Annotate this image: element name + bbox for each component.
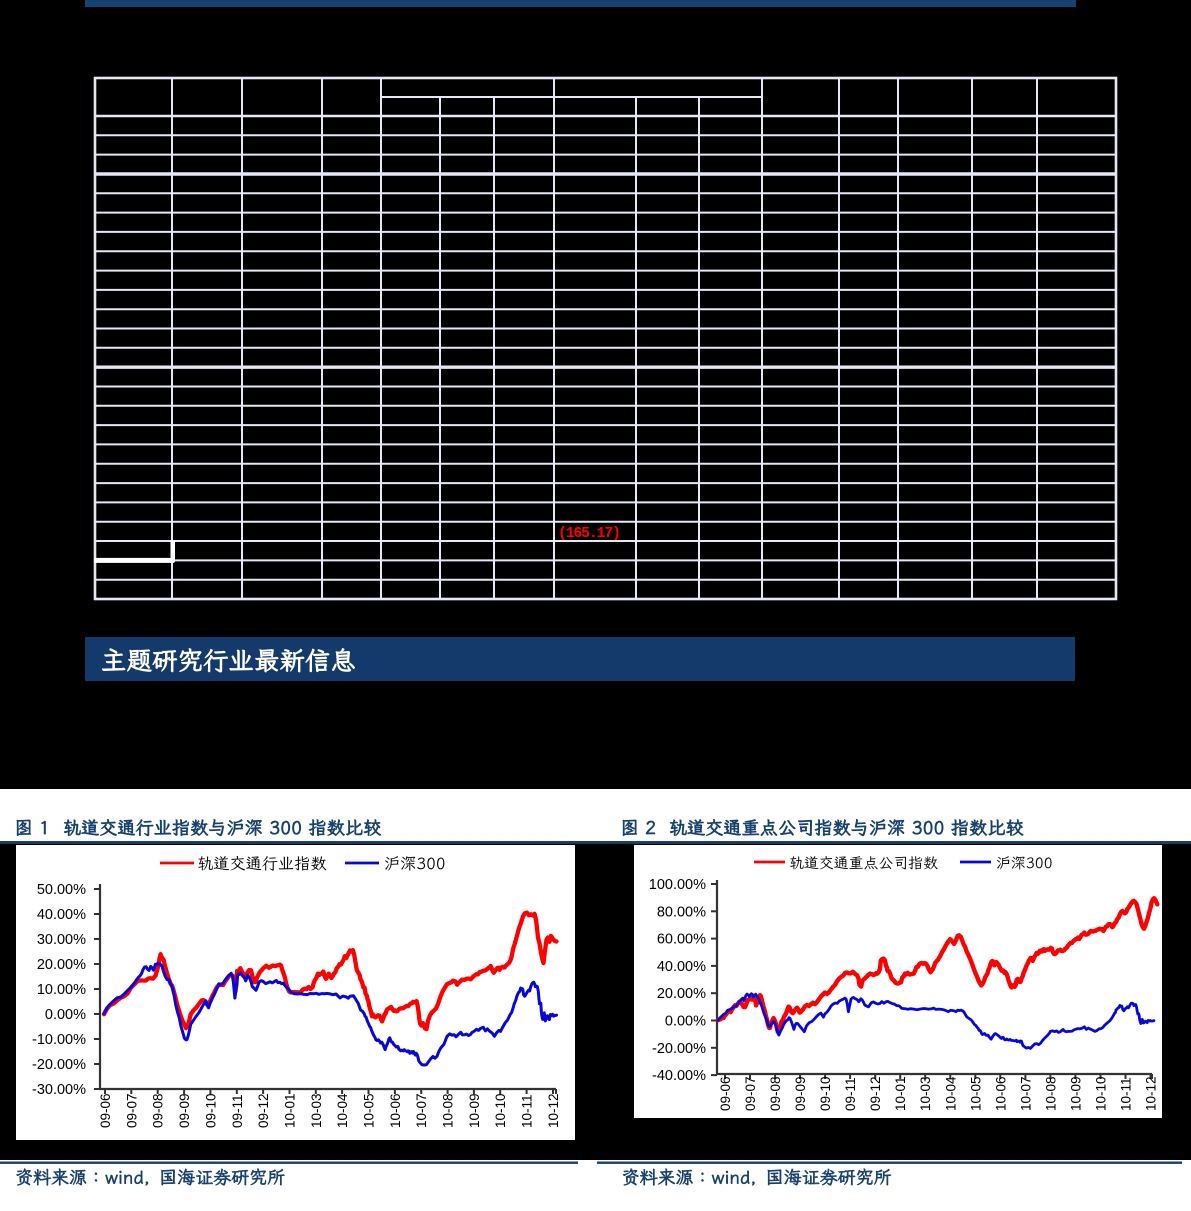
svg-text:09-10: 09-10	[818, 1076, 833, 1111]
svg-text:-40.00%: -40.00%	[652, 1068, 706, 1084]
svg-text:50.00%: 50.00%	[37, 882, 86, 898]
svg-text:10-03: 10-03	[309, 1093, 324, 1128]
svg-text:09-11: 09-11	[843, 1077, 858, 1111]
svg-text:10.00%: 10.00%	[37, 982, 86, 998]
svg-text:10-05: 10-05	[968, 1076, 983, 1111]
svg-text:10-09: 10-09	[467, 1093, 482, 1128]
svg-text:09-09: 09-09	[793, 1076, 808, 1111]
svg-text:20.00%: 20.00%	[657, 986, 706, 1002]
svg-text:09-07: 09-07	[124, 1093, 139, 1128]
svg-text:-20.00%: -20.00%	[652, 1041, 706, 1057]
svg-text:20.00%: 20.00%	[37, 957, 86, 973]
svg-text:10-12: 10-12	[1144, 1076, 1159, 1111]
svg-text:(165.17): (165.17)	[558, 525, 621, 542]
svg-text:10-12: 10-12	[546, 1093, 561, 1128]
svg-text:10-03: 10-03	[918, 1076, 933, 1111]
svg-text:10-11: 10-11	[520, 1094, 535, 1128]
svg-text:10-06: 10-06	[388, 1093, 403, 1128]
svg-text:09-12: 09-12	[868, 1076, 883, 1111]
svg-text:-30.00%: -30.00%	[32, 1082, 86, 1098]
svg-text:09-06: 09-06	[98, 1093, 113, 1128]
svg-text:-20.00%: -20.00%	[32, 1057, 86, 1073]
svg-text:10-10: 10-10	[493, 1093, 508, 1128]
svg-text:10-05: 10-05	[362, 1093, 377, 1128]
svg-text:10-07: 10-07	[1018, 1076, 1033, 1111]
svg-text:40.00%: 40.00%	[657, 959, 706, 975]
svg-text:09-08: 09-08	[768, 1076, 783, 1111]
svg-text:10-01: 10-01	[893, 1076, 908, 1111]
svg-text:10-08: 10-08	[1043, 1076, 1058, 1111]
svg-text:10-01: 10-01	[283, 1093, 298, 1128]
svg-text:10-04: 10-04	[335, 1093, 350, 1128]
svg-text:0.00%: 0.00%	[665, 1014, 706, 1030]
svg-text:09-10: 09-10	[203, 1093, 218, 1128]
svg-text:0.00%: 0.00%	[45, 1007, 86, 1023]
svg-text:10-10: 10-10	[1094, 1076, 1109, 1111]
svg-text:09-12: 09-12	[256, 1093, 271, 1128]
svg-text:30.00%: 30.00%	[37, 932, 86, 948]
svg-text:40.00%: 40.00%	[37, 907, 86, 923]
svg-text:80.00%: 80.00%	[657, 904, 706, 920]
svg-text:09-11: 09-11	[230, 1094, 245, 1128]
svg-text:10-11: 10-11	[1119, 1077, 1134, 1111]
svg-text:-10.00%: -10.00%	[32, 1032, 86, 1048]
svg-text:09-08: 09-08	[151, 1093, 166, 1128]
svg-text:10-08: 10-08	[441, 1093, 456, 1128]
svg-text:100.00%: 100.00%	[649, 877, 706, 893]
svg-text:60.00%: 60.00%	[657, 932, 706, 948]
svg-text:09-06: 09-06	[718, 1076, 733, 1111]
svg-text:10-06: 10-06	[993, 1076, 1008, 1111]
svg-text:10-09: 10-09	[1068, 1076, 1083, 1111]
svg-text:09-07: 09-07	[743, 1076, 758, 1111]
svg-text:10-04: 10-04	[943, 1076, 958, 1111]
svg-text:10-07: 10-07	[414, 1093, 429, 1128]
svg-text:09-09: 09-09	[177, 1093, 192, 1128]
